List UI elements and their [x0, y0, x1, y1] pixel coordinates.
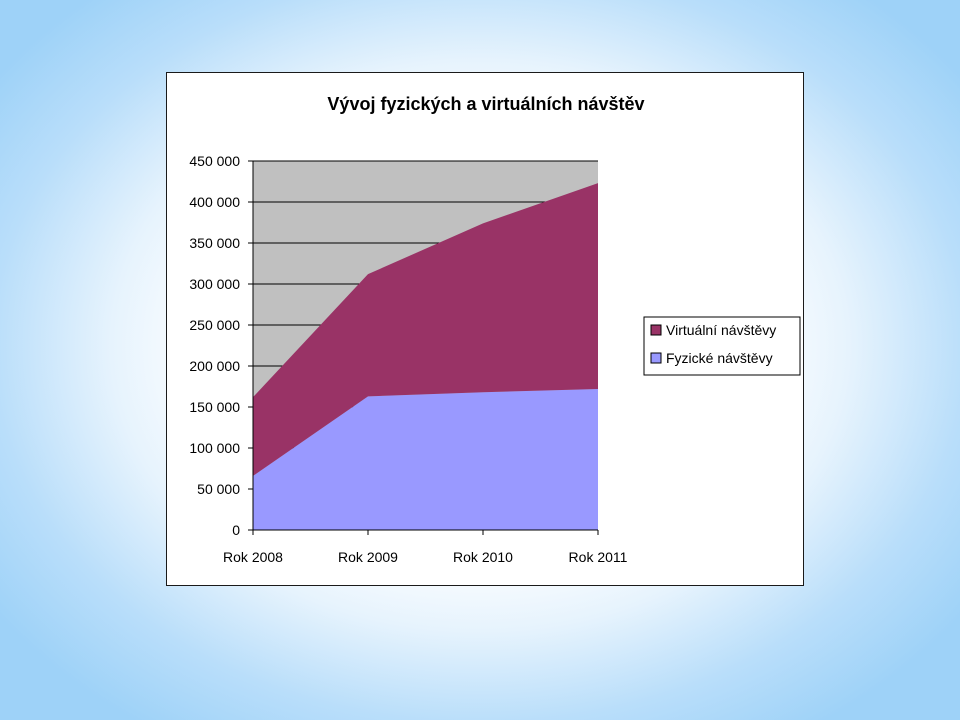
series-area-1: [253, 183, 598, 476]
y-tick-label-0: 0: [232, 522, 240, 538]
y-tick-label-2: 100 000: [189, 440, 240, 456]
y-tick-label-5: 250 000: [189, 317, 240, 333]
x-tick-label-3: Rok 2011: [569, 549, 628, 565]
y-tick-label-9: 450 000: [189, 153, 240, 169]
x-tick-label-2: Rok 2010: [453, 549, 513, 565]
legend-swatch-0: [650, 324, 662, 336]
x-tick-label-0: Rok 2008: [223, 549, 283, 565]
chart-title: Vývoj fyzických a virtuálních návštěv: [327, 94, 644, 114]
legend: Virtuální návštěvy Fyzické návštěvy: [643, 316, 801, 376]
y-tick-label-8: 400 000: [189, 194, 240, 210]
legend-box: [643, 316, 801, 376]
y-tick-label-1: 50 000: [197, 481, 240, 497]
series-area-0: [253, 388, 598, 530]
x-tick-label-1: Rok 2009: [338, 549, 398, 565]
y-tick-label-4: 200 000: [189, 358, 240, 374]
legend-label-0: Virtuální návštěvy: [666, 322, 776, 338]
legend-label-1: Fyzické návštěvy: [666, 350, 773, 366]
y-tick-label-7: 350 000: [189, 235, 240, 251]
legend-swatch-1: [650, 352, 662, 364]
plot-area: 0 50 000 100 000 150 000 200 000 250 000 300 0…: [189, 153, 627, 565]
y-tick-label-3: 150 000: [189, 399, 240, 415]
y-tick-label-6: 300 000: [189, 276, 240, 292]
